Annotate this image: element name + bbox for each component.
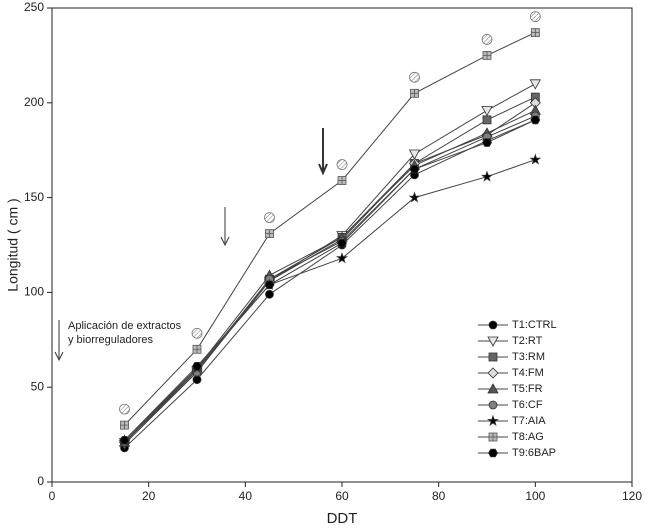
x-tick-label: 20 <box>142 489 156 503</box>
marker <box>488 352 498 362</box>
significance-marker <box>409 71 420 83</box>
marker <box>409 164 420 174</box>
y-tick-label: 0 <box>37 474 44 488</box>
marker <box>529 153 542 165</box>
marker <box>487 367 499 379</box>
marker <box>487 383 499 394</box>
marker <box>481 106 493 117</box>
legend-label: T3:RM <box>512 351 545 363</box>
marker <box>265 289 274 299</box>
significance-marker <box>529 11 541 23</box>
annotation: y biorreguladores <box>68 334 153 346</box>
marker <box>336 252 348 264</box>
marker <box>530 115 541 125</box>
y-tick-label: 250 <box>24 0 44 14</box>
x-tick-label: 120 <box>622 489 642 503</box>
y-tick-label: 150 <box>24 190 44 204</box>
marker-part <box>265 229 274 238</box>
marker <box>482 51 492 60</box>
marker <box>530 28 540 38</box>
marker-part <box>193 345 201 354</box>
legend-label: T2:RT <box>512 335 543 347</box>
marker-part <box>531 28 540 37</box>
legend-label: T5:FR <box>512 383 543 395</box>
marker <box>410 88 419 98</box>
legend-label: T8:AG <box>512 431 544 443</box>
arrows <box>54 128 328 362</box>
x-tick-label: 80 <box>432 489 446 503</box>
marker <box>482 115 492 125</box>
legend-label: T7:AIA <box>512 415 546 427</box>
marker-part <box>120 421 129 430</box>
y-tick-label: 50 <box>31 379 45 393</box>
legend <box>472 316 564 470</box>
x-tick-label: 0 <box>49 489 56 503</box>
annotation: Aplicación de extractos <box>68 320 182 332</box>
marker <box>337 176 347 185</box>
marker <box>120 420 129 430</box>
marker <box>408 191 421 203</box>
significance-marker <box>336 159 348 170</box>
marker-part <box>489 433 497 441</box>
significance-marker <box>191 327 203 339</box>
x-tick-label: 100 <box>525 489 545 503</box>
marker <box>488 400 498 410</box>
y-axis-label: Longitud ( cm ) <box>5 198 21 291</box>
x-axis-label: DDT <box>327 510 358 527</box>
significance-marker <box>481 34 493 45</box>
marker <box>265 229 274 239</box>
marker <box>488 320 498 330</box>
marker <box>264 280 275 290</box>
marker <box>482 138 492 147</box>
marker <box>119 436 130 445</box>
y-tick-label: 200 <box>24 95 44 109</box>
legend-label: T1:CTRL <box>512 319 557 331</box>
significance-marker <box>119 403 130 415</box>
arrow-head <box>54 351 64 362</box>
marker <box>529 79 541 90</box>
marker <box>487 336 499 347</box>
marker <box>192 362 202 371</box>
marker <box>488 448 498 458</box>
marker <box>192 344 202 354</box>
arrow-head <box>220 236 230 247</box>
arrow-head <box>318 163 328 176</box>
marker-part <box>338 176 346 185</box>
legend-label: T9:6BAP <box>512 447 556 459</box>
marker-part <box>483 51 491 60</box>
marker <box>337 238 347 248</box>
x-tick-label: 60 <box>335 489 349 503</box>
x-tick-label: 40 <box>239 489 253 503</box>
legend-label: T4:FM <box>512 367 544 379</box>
significance-marker <box>264 212 275 224</box>
y-tick-label: 100 <box>24 285 44 299</box>
legend-label: T6:CF <box>512 399 543 411</box>
marker <box>481 170 493 182</box>
marker <box>408 149 421 160</box>
marker-part <box>410 89 419 98</box>
marker <box>488 432 498 442</box>
marker <box>487 414 499 426</box>
